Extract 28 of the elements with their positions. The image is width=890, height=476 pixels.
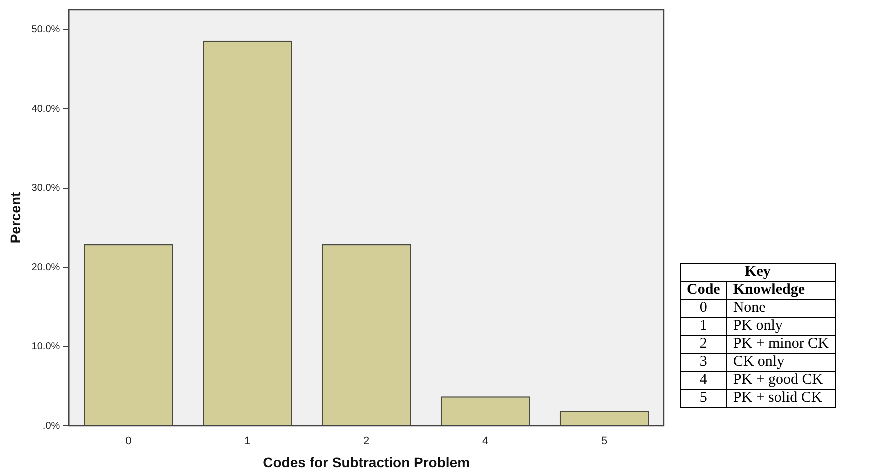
text: PK + minor CK	[726, 336, 836, 354]
y-tick-label: .0%	[42, 420, 60, 432]
x-tick-label: 4	[482, 436, 489, 448]
y-axis-title: Percent	[7, 192, 24, 244]
text: 2	[680, 336, 727, 354]
text: 3	[680, 354, 727, 372]
x-axis-title: Codes for Subtraction Problem	[263, 454, 470, 470]
text: 4	[680, 372, 727, 390]
text: Key	[680, 264, 836, 282]
text: CK only	[726, 354, 836, 372]
x-tick-label: 2	[364, 436, 370, 448]
text: PK + solid CK	[726, 390, 836, 408]
y-tick-label: 40.0%	[32, 104, 60, 115]
text: None	[726, 300, 836, 318]
y-tick-label: 50.0%	[32, 24, 60, 36]
text: 0	[680, 300, 727, 318]
text: Knowledge	[726, 282, 836, 300]
text: PK only	[726, 318, 836, 336]
x-tick-label: 0	[126, 436, 132, 448]
text: PK + good CK	[726, 372, 836, 390]
y-tick-label: 20.0%	[32, 262, 60, 274]
x-tick-label: 5	[601, 436, 608, 448]
text: Code	[680, 282, 727, 300]
x-tick-label: 1	[244, 436, 251, 448]
text: 5	[680, 390, 727, 408]
text: 1	[680, 318, 727, 336]
y-tick-label: 30.0%	[32, 183, 60, 194]
y-tick-label: 10.0%	[32, 342, 60, 353]
